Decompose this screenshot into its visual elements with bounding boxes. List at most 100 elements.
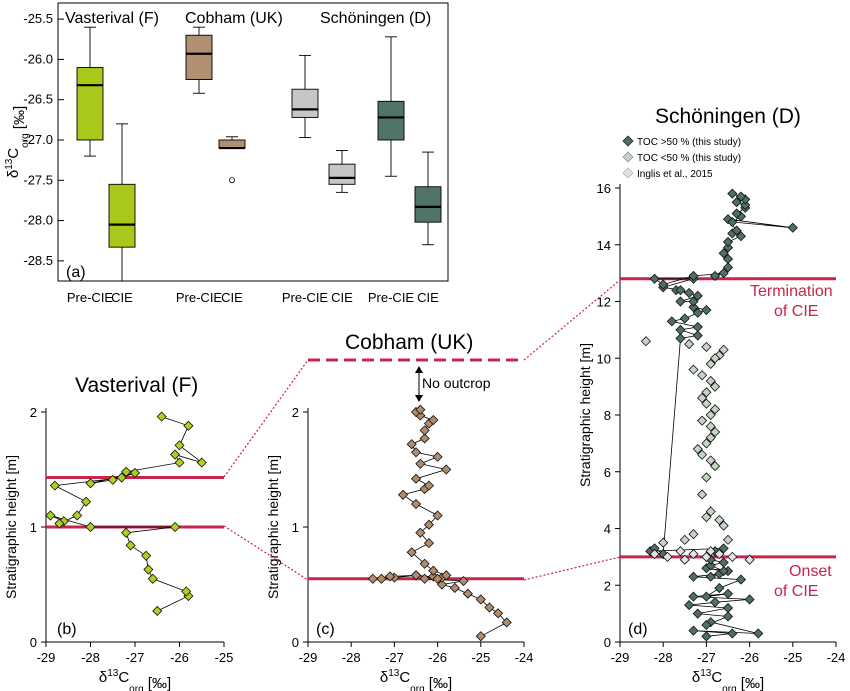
b-point bbox=[156, 411, 167, 422]
onset-label-line2: of CIE bbox=[774, 583, 818, 600]
legend-marker-toc-low bbox=[622, 151, 634, 163]
d-point bbox=[718, 268, 729, 279]
b-point bbox=[107, 474, 118, 485]
b-ytick-label: 2 bbox=[30, 405, 37, 420]
d-point bbox=[722, 534, 734, 545]
c-xtick-label: -25 bbox=[471, 650, 490, 665]
d-point bbox=[701, 591, 712, 602]
box-0 bbox=[76, 26, 104, 157]
d-point bbox=[727, 188, 738, 199]
box-iqr bbox=[291, 88, 319, 118]
correlation-vast-bottom bbox=[223, 525, 309, 581]
b-ytick-label: 0 bbox=[30, 635, 37, 650]
a-ytick-label: -25.5 bbox=[23, 11, 53, 26]
c-point bbox=[458, 575, 469, 587]
c-point bbox=[432, 510, 443, 521]
c-point bbox=[385, 571, 396, 582]
panel-a-boxplot: -25.5 -26.0 -26.5 -27.0 -27.5 -28.0 -28.5 Vast… bbox=[4, 2, 449, 305]
a-ytick-label: -27.5 bbox=[23, 172, 53, 187]
d-point bbox=[718, 248, 729, 259]
d-point bbox=[709, 461, 721, 472]
c-point bbox=[367, 573, 378, 584]
correlation-lines bbox=[223, 279, 621, 581]
b-point bbox=[181, 586, 192, 597]
d-point bbox=[722, 242, 734, 253]
d-xtick-label: -29 bbox=[611, 650, 630, 665]
d-ytick-label: 16 bbox=[597, 181, 611, 196]
d-ytick-label: 6 bbox=[604, 465, 611, 480]
d-point bbox=[679, 313, 690, 324]
c-point bbox=[410, 447, 422, 458]
b-point bbox=[85, 478, 96, 489]
c-point bbox=[423, 480, 435, 491]
title-schoningen: Schöningen (D) bbox=[655, 105, 801, 128]
d-point bbox=[692, 443, 703, 455]
d-point bbox=[722, 236, 734, 247]
d-point bbox=[753, 628, 764, 639]
b-point bbox=[129, 467, 141, 479]
box-iqr bbox=[185, 34, 213, 81]
correlation-vast-top bbox=[223, 359, 309, 478]
c-point bbox=[419, 425, 430, 436]
d-ytick-label: 4 bbox=[604, 522, 611, 537]
panel-label-b: (b) bbox=[57, 621, 77, 638]
b-ytick-label: 1 bbox=[30, 520, 37, 535]
d-point bbox=[697, 489, 708, 500]
b-point bbox=[72, 510, 83, 521]
b-xtick-label: -28 bbox=[81, 650, 100, 665]
c-point bbox=[449, 582, 460, 594]
d-point bbox=[705, 421, 716, 432]
a-ytick-label: -27.0 bbox=[23, 132, 53, 147]
c-point bbox=[423, 538, 435, 549]
d-point bbox=[744, 554, 755, 565]
d-ytick-label: 14 bbox=[597, 238, 611, 253]
legend-item-toc-low: TOC <50 % (this study) bbox=[622, 151, 741, 164]
d-point bbox=[705, 358, 716, 369]
d-point bbox=[705, 455, 716, 466]
d-ytick-label: 12 bbox=[597, 295, 611, 310]
a-ytick-label: -28.0 bbox=[23, 213, 53, 228]
box-iqr bbox=[328, 163, 356, 185]
d-point bbox=[709, 270, 721, 282]
legend-item-inglis: Inglis et al., 2015 bbox=[622, 167, 713, 180]
d-point bbox=[705, 409, 716, 421]
legend-label-inglis: Inglis et al., 2015 bbox=[637, 169, 713, 180]
d-point bbox=[709, 597, 721, 608]
b-ylabel: Stratigraphic height [m] bbox=[3, 455, 19, 599]
c-point bbox=[415, 527, 426, 538]
a-ytick-label: -26.5 bbox=[23, 92, 53, 107]
d-point bbox=[727, 551, 738, 562]
d-point bbox=[731, 197, 742, 208]
d-point bbox=[692, 307, 703, 318]
d-point bbox=[709, 353, 721, 364]
b-point bbox=[121, 466, 132, 477]
d-point bbox=[658, 537, 669, 548]
box-iqr bbox=[218, 139, 246, 149]
d-ylabel: Stratigraphic height [m] bbox=[577, 343, 593, 487]
box-iqr bbox=[377, 100, 405, 141]
panel-label-d: (d) bbox=[628, 621, 648, 638]
b-point bbox=[141, 550, 152, 561]
b-xtick-label: -29 bbox=[37, 650, 56, 665]
box-iqr bbox=[76, 67, 104, 141]
d-point bbox=[697, 415, 708, 426]
d-point bbox=[735, 191, 747, 202]
panel-c-cobham: Cobham (UK) No outcrop 0 1 2 -29 -28 -27 -26 -2… bbox=[265, 331, 533, 691]
a-category-label: Pre-CIE bbox=[282, 290, 329, 305]
c-xtick-label: -27 bbox=[385, 650, 404, 665]
d-point bbox=[649, 273, 660, 284]
d-point bbox=[701, 438, 712, 449]
d-point bbox=[718, 344, 729, 355]
c-point bbox=[406, 547, 417, 558]
box-3 bbox=[218, 136, 246, 184]
d-point bbox=[640, 336, 651, 347]
b-point bbox=[147, 573, 158, 584]
d-point bbox=[714, 583, 725, 594]
d-point bbox=[679, 554, 690, 565]
c-ylabel: Stratigraphic height [m] bbox=[265, 455, 281, 599]
c-ytick-label: 2 bbox=[292, 405, 299, 420]
d-point bbox=[666, 316, 677, 327]
d-point bbox=[701, 619, 712, 631]
b-point bbox=[80, 496, 92, 507]
d-point bbox=[705, 546, 716, 557]
